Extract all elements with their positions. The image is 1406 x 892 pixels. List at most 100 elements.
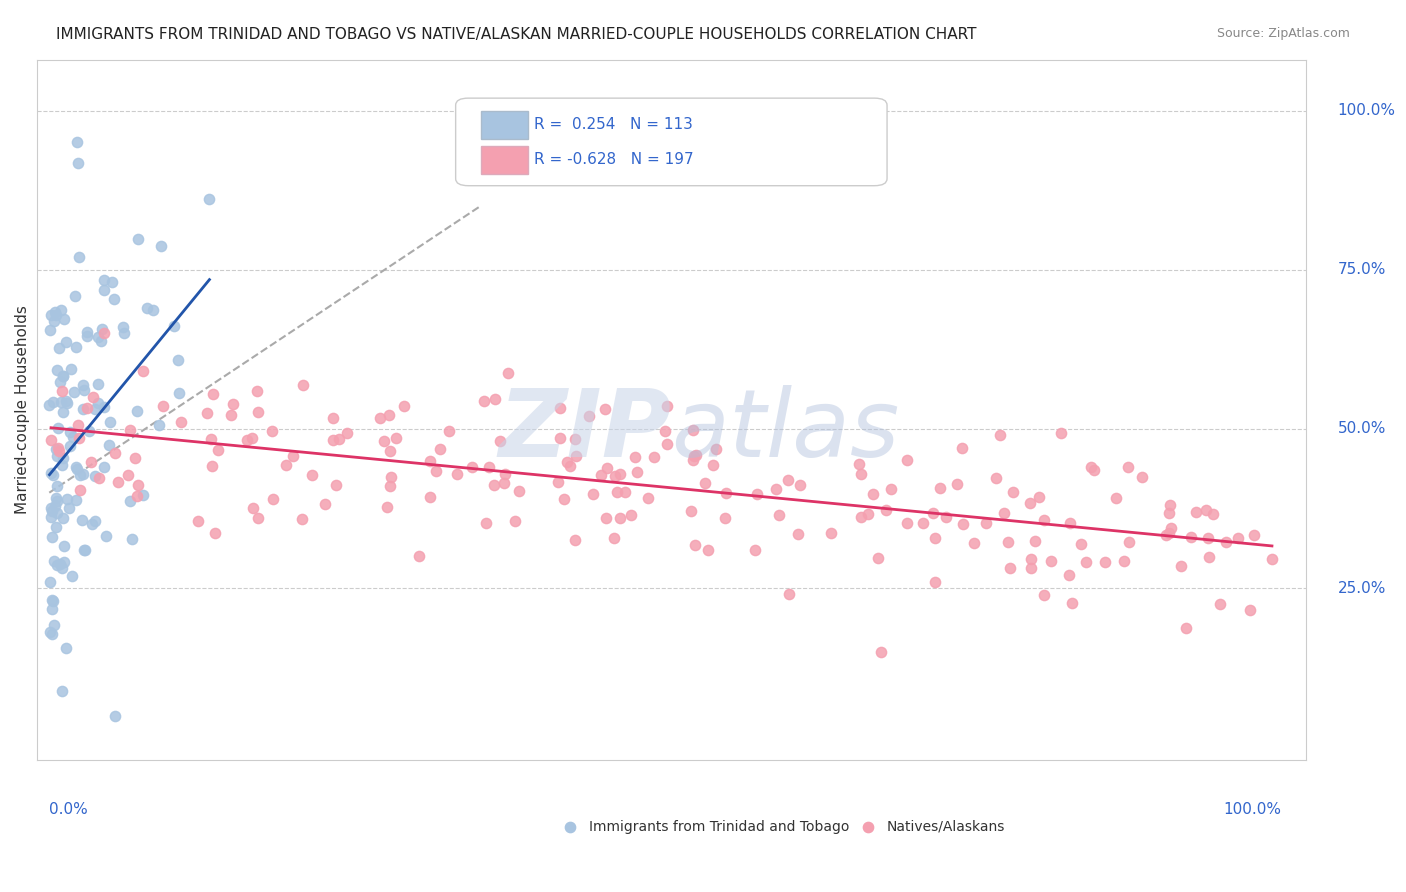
Point <box>1159 526 1181 541</box>
Point <box>1154 528 1177 542</box>
Point <box>325 477 347 491</box>
Point <box>80 517 103 532</box>
Point <box>789 478 811 492</box>
Point <box>89 471 111 485</box>
Point <box>408 549 430 563</box>
Point <box>83 469 105 483</box>
Point <box>555 455 578 469</box>
Point <box>39 308 62 322</box>
Point <box>643 450 665 464</box>
Point <box>322 411 344 425</box>
Point <box>624 450 647 464</box>
FancyBboxPatch shape <box>481 145 529 174</box>
Point <box>558 459 581 474</box>
Point <box>702 458 724 473</box>
Point <box>42 314 65 328</box>
Point <box>59 439 82 453</box>
Point <box>820 525 842 540</box>
Point <box>51 384 73 398</box>
Point <box>39 433 62 447</box>
Point <box>1001 485 1024 500</box>
Point <box>1028 490 1050 504</box>
Point <box>1074 555 1097 569</box>
Point <box>52 368 75 383</box>
Point <box>1033 588 1056 602</box>
Point <box>946 476 969 491</box>
Point <box>76 401 98 416</box>
Point <box>858 507 880 521</box>
Point <box>63 289 86 303</box>
Point <box>127 477 149 491</box>
Point <box>120 423 142 437</box>
Point <box>596 461 619 475</box>
Point <box>45 362 67 376</box>
Point <box>1159 506 1181 520</box>
Point <box>51 303 73 318</box>
Point <box>682 452 704 467</box>
Point <box>260 424 283 438</box>
Point <box>1243 528 1265 542</box>
Point <box>111 320 134 334</box>
Point <box>378 443 401 458</box>
Point <box>124 450 146 465</box>
Point <box>98 438 121 452</box>
Point <box>547 475 569 489</box>
Point <box>127 232 149 246</box>
Point <box>44 500 66 514</box>
Point <box>276 458 298 472</box>
Point <box>484 392 506 406</box>
Point <box>38 398 60 412</box>
Point <box>614 485 637 500</box>
Point <box>1059 567 1081 582</box>
Point <box>246 511 269 525</box>
Point <box>55 641 77 656</box>
Point <box>328 432 350 446</box>
Point <box>46 441 69 455</box>
Point <box>550 401 572 415</box>
Point <box>219 408 242 422</box>
Point <box>848 457 870 471</box>
Point <box>682 423 704 437</box>
Point <box>66 462 89 476</box>
Point <box>778 473 800 487</box>
Point <box>1039 553 1062 567</box>
Point <box>79 424 101 438</box>
Point <box>778 587 800 601</box>
Point <box>620 508 643 523</box>
Point <box>1116 459 1139 474</box>
Point <box>988 427 1011 442</box>
Point <box>368 411 391 425</box>
Point <box>685 448 707 462</box>
Point <box>67 250 90 264</box>
Point <box>862 487 884 501</box>
Text: 25.0%: 25.0% <box>1337 581 1386 596</box>
Point <box>93 400 115 414</box>
Point <box>240 431 263 445</box>
Text: R =  0.254   N = 113: R = 0.254 N = 113 <box>534 117 693 132</box>
Point <box>478 459 501 474</box>
Point <box>716 486 738 500</box>
Text: IMMIGRANTS FROM TRINIDAD AND TOBAGO VS NATIVE/ALASKAN MARRIED-COUPLE HOUSEHOLDS : IMMIGRANTS FROM TRINIDAD AND TOBAGO VS N… <box>56 27 977 42</box>
Point <box>201 459 224 474</box>
Point <box>1094 555 1116 569</box>
Point <box>609 510 631 524</box>
Text: Natives/Alaskans: Natives/Alaskans <box>887 820 1005 834</box>
Point <box>69 483 91 497</box>
Point <box>42 554 65 568</box>
Point <box>52 555 75 569</box>
Point <box>489 434 512 448</box>
Point <box>56 491 79 506</box>
Point <box>609 467 631 481</box>
Point <box>896 452 918 467</box>
Point <box>1024 533 1046 548</box>
Point <box>378 408 401 422</box>
Text: Source: ZipAtlas.com: Source: ZipAtlas.com <box>1216 27 1350 40</box>
Point <box>198 192 221 206</box>
Point <box>1180 530 1202 544</box>
Point <box>48 444 70 458</box>
Point <box>997 534 1019 549</box>
FancyBboxPatch shape <box>481 111 529 139</box>
Point <box>118 494 141 508</box>
Point <box>49 557 72 571</box>
Point <box>1208 597 1230 611</box>
